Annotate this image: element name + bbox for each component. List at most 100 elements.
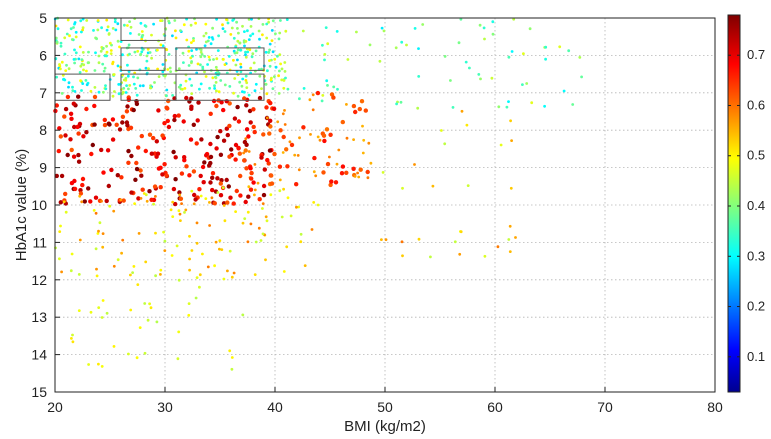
- data-point: [89, 151, 94, 157]
- data-point: [490, 76, 494, 80]
- data-point: [129, 308, 133, 312]
- data-point: [211, 26, 215, 30]
- data-point: [238, 173, 243, 179]
- data-point: [89, 310, 93, 314]
- x-tick-label: 30: [157, 399, 173, 415]
- data-point: [169, 70, 173, 73]
- data-point: [229, 147, 234, 152]
- data-point: [196, 62, 200, 66]
- data-point: [198, 87, 201, 91]
- data-point: [243, 148, 248, 153]
- data-point: [234, 210, 238, 214]
- data-point: [223, 219, 227, 223]
- data-point: [95, 267, 98, 271]
- data-point: [191, 122, 196, 128]
- data-point: [207, 55, 211, 59]
- data-point: [203, 44, 207, 48]
- data-point: [242, 151, 246, 155]
- data-point: [248, 48, 252, 52]
- data-point: [266, 69, 269, 73]
- data-point: [204, 197, 208, 201]
- data-point: [562, 89, 566, 93]
- data-point: [268, 118, 273, 124]
- data-point: [268, 42, 272, 46]
- y-tick-label: 5: [39, 10, 47, 26]
- data-point: [144, 193, 148, 197]
- data-point: [129, 273, 132, 277]
- data-point: [253, 163, 257, 166]
- data-point: [150, 56, 154, 60]
- data-point: [320, 99, 324, 103]
- data-point: [337, 148, 341, 152]
- data-point: [413, 163, 416, 166]
- data-point: [191, 54, 194, 58]
- data-point: [258, 37, 261, 41]
- data-point: [109, 52, 113, 55]
- data-point: [253, 188, 257, 192]
- data-point: [81, 134, 86, 139]
- data-point: [298, 97, 301, 101]
- data-point: [211, 98, 217, 104]
- data-point: [580, 75, 583, 79]
- data-point: [270, 29, 274, 32]
- data-point: [195, 48, 198, 51]
- data-point: [126, 160, 131, 165]
- data-point: [72, 58, 76, 61]
- data-point: [215, 134, 220, 140]
- data-point: [159, 273, 162, 276]
- data-point: [314, 174, 318, 178]
- data-point: [195, 118, 200, 123]
- data-point: [171, 200, 175, 204]
- data-point: [112, 209, 116, 213]
- data-point: [171, 186, 177, 192]
- data-point: [86, 61, 90, 65]
- data-point: [195, 276, 199, 279]
- data-point: [235, 104, 240, 110]
- colorbar-tick-label: 0.5: [747, 148, 765, 163]
- data-point: [413, 27, 417, 30]
- data-point: [345, 103, 348, 106]
- data-point: [69, 269, 73, 273]
- data-point: [321, 94, 325, 97]
- data-point: [210, 171, 216, 176]
- data-point: [243, 217, 247, 221]
- data-point: [71, 85, 74, 89]
- data-point: [62, 114, 67, 119]
- data-point: [273, 57, 277, 61]
- data-point: [58, 64, 62, 68]
- data-point: [358, 167, 363, 172]
- data-point: [101, 170, 106, 175]
- data-point: [168, 66, 172, 70]
- data-point: [58, 200, 63, 205]
- data-point: [351, 103, 357, 109]
- y-tick-label: 7: [39, 85, 47, 101]
- data-point: [144, 25, 148, 28]
- data-point: [491, 32, 495, 36]
- data-point: [138, 84, 142, 88]
- data-point: [421, 23, 425, 26]
- data-point: [109, 167, 114, 173]
- data-point: [182, 61, 185, 64]
- data-point: [181, 119, 186, 124]
- data-point: [201, 67, 205, 71]
- data-point: [172, 113, 177, 119]
- data-point: [218, 193, 224, 198]
- data-point: [124, 109, 130, 114]
- data-point: [162, 230, 166, 234]
- data-point: [271, 87, 275, 90]
- plot-background: [55, 18, 715, 392]
- data-point: [63, 106, 69, 112]
- data-point: [234, 188, 239, 194]
- data-point: [92, 29, 95, 32]
- data-point: [93, 86, 97, 89]
- data-point: [190, 92, 194, 95]
- data-point: [294, 182, 299, 187]
- data-point: [271, 50, 275, 54]
- data-point: [107, 32, 111, 35]
- data-point: [273, 75, 276, 78]
- data-point: [62, 200, 66, 204]
- data-point: [209, 42, 213, 46]
- data-point: [187, 64, 191, 67]
- data-point: [60, 270, 63, 274]
- data-point: [187, 302, 191, 305]
